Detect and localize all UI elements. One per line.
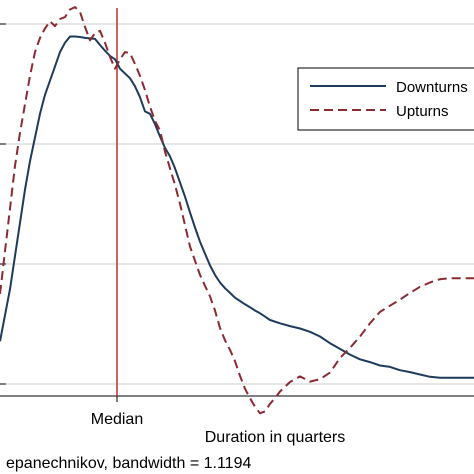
kernel-note: epanechnikov, bandwidth = 1.1194 — [6, 455, 251, 472]
x-axis-title: Duration in quarters — [205, 429, 346, 446]
legend-label-upturns: Upturns — [396, 103, 449, 120]
legend: Downturns Upturns — [297, 67, 474, 131]
series-line-downturns — [0, 35, 474, 379]
grid — [6, 23, 474, 385]
series-line-upturns — [0, 6, 474, 415]
legend-box — [297, 67, 474, 131]
median-tick-label: Median — [91, 411, 143, 428]
legend-label-downturns: Downturns — [396, 79, 468, 96]
